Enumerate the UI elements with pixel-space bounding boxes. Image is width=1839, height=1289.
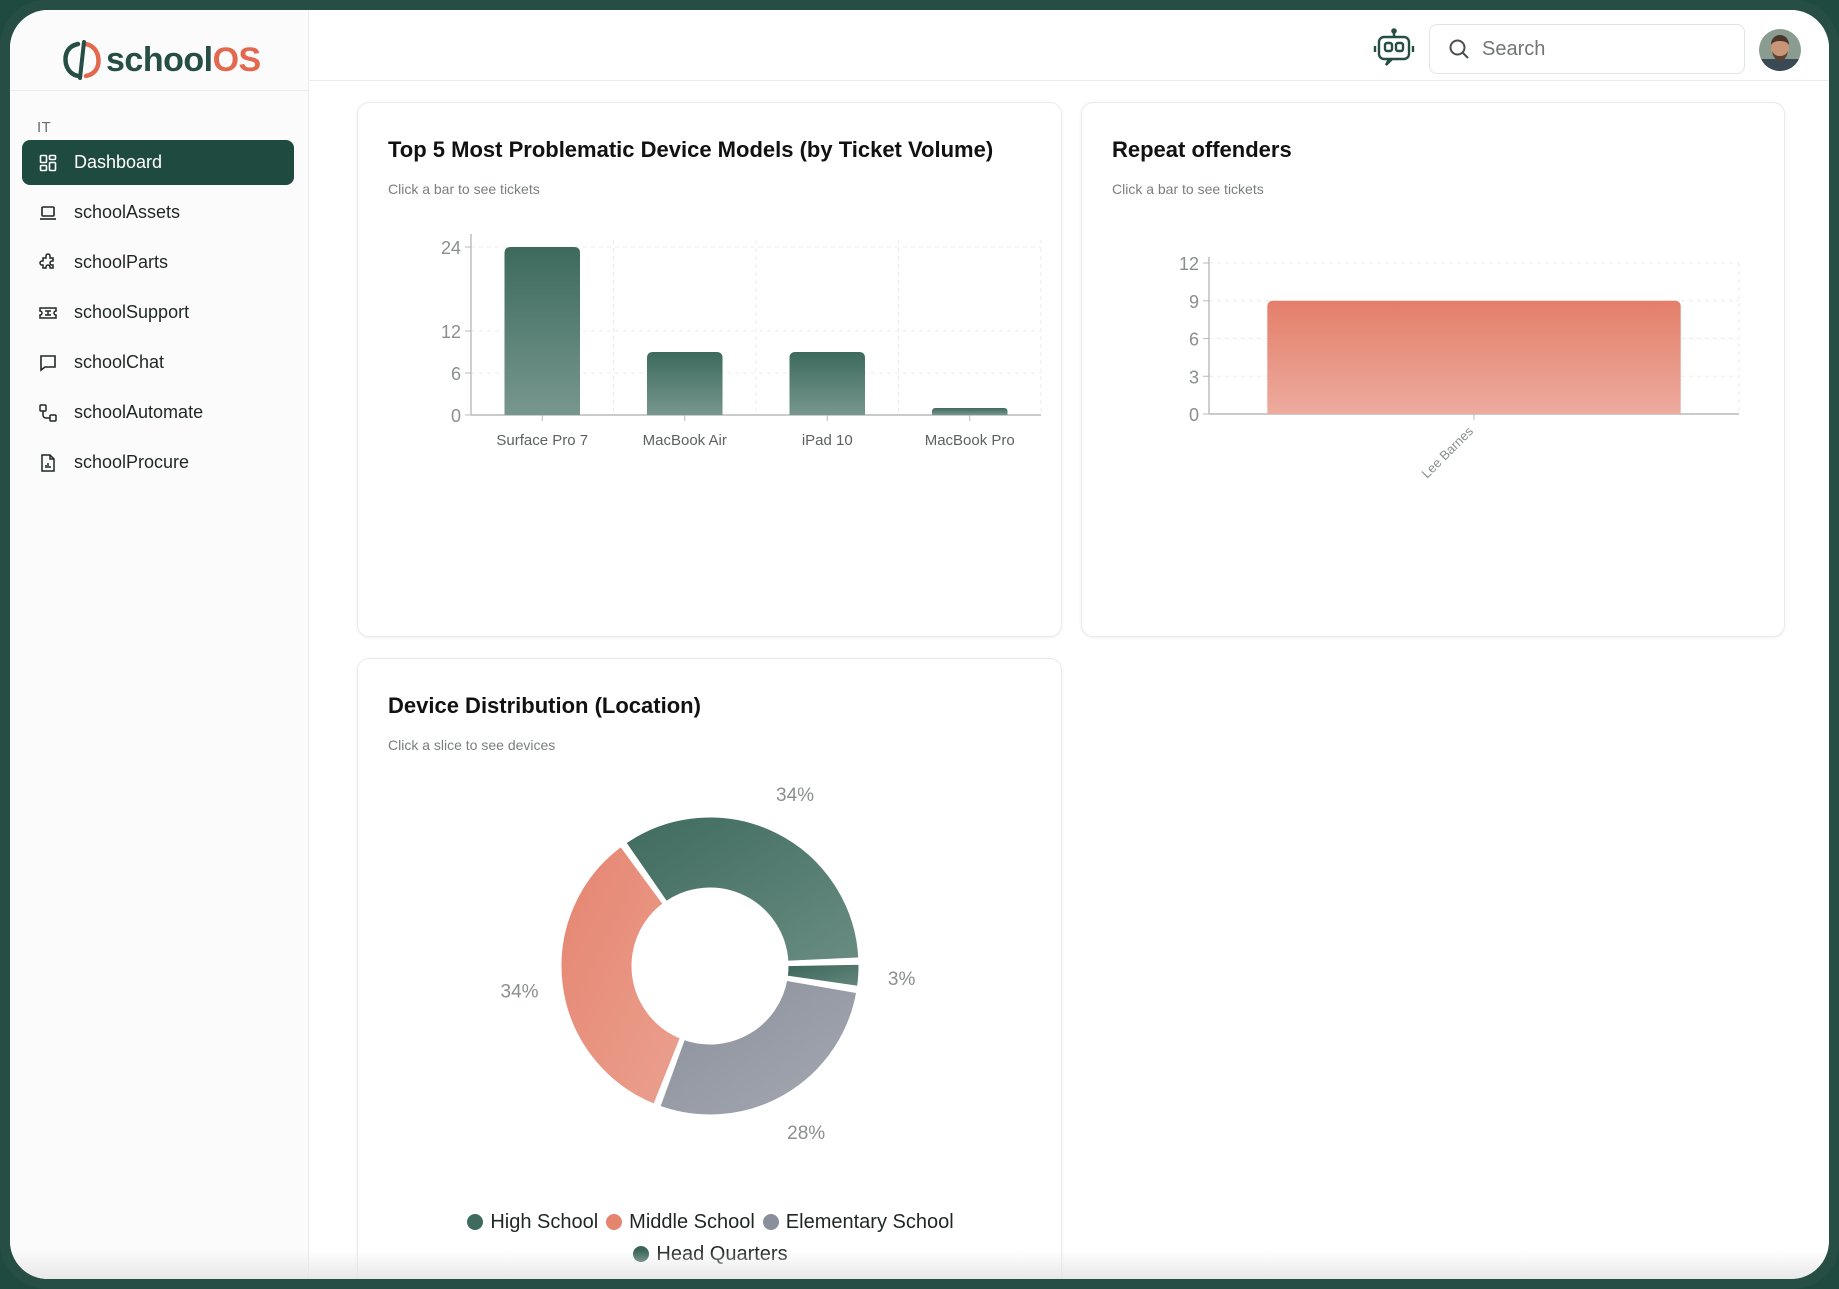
card-subtitle: Click a bar to see tickets [1112,181,1264,197]
y-tick-label: 24 [441,238,461,258]
dashboard-icon [38,153,58,173]
bottom-fade [10,1250,1829,1279]
slice-label: 3% [888,969,916,990]
x-tick-label: Lee Barnes [1418,423,1476,481]
avatar-image [1759,29,1801,71]
search-icon [1449,39,1469,59]
bar[interactable] [931,408,1008,415]
repeat-offenders-card: Repeat offenders Click a bar to see tick… [1081,102,1785,637]
sidebar-item-label: schoolChat [74,352,165,372]
bar[interactable] [1267,300,1681,414]
search-box[interactable] [1429,24,1745,74]
top-bar [309,10,1829,81]
sidebar-item-schoolautomate[interactable]: schoolAutomate [22,390,294,435]
y-tick-label: 0 [451,406,461,426]
sidebar-item-label: schoolAutomate [74,402,204,422]
legend-item[interactable]: High School [467,1207,598,1237]
report-file-icon [38,453,58,473]
pie-slice[interactable] [656,977,860,1118]
card-title: Device Distribution (Location) [388,693,701,718]
app-screen: schoolOS IT Dashboard schoolAssets schoo… [10,10,1829,1279]
legend-item[interactable]: Elementary School [762,1207,954,1237]
slice-label: 28% [787,1123,825,1144]
y-tick-label: 6 [451,364,461,384]
logo-icon [63,40,101,80]
card-subtitle: Click a bar to see tickets [388,181,540,197]
sidebar-item-schoolassets[interactable]: schoolAssets [22,190,294,235]
y-tick-label: 3 [1189,367,1199,387]
sidebar: schoolOS IT Dashboard schoolAssets schoo… [10,10,309,1279]
legend-label: High School [490,1211,599,1233]
x-tick-label: MacBook Pro [925,432,1015,449]
puzzle-icon [38,252,58,273]
nav-section-label: IT [37,119,52,136]
device-distribution-donut-chart: 34% 3% 28% 34% [501,785,916,1144]
laptop-icon [38,203,58,223]
y-tick-label: 6 [1189,330,1199,350]
sidebar-item-schoolsupport[interactable]: schoolSupport [22,290,294,335]
x-tick-label: MacBook Air [643,432,727,449]
chat-icon [38,353,58,373]
sidebar-item-label: schoolParts [74,252,169,272]
legend-dot [606,1214,623,1230]
sidebar-item-label: schoolProcure [74,452,190,472]
brand-name: schoolOS [106,40,261,79]
problematic-devices-card: Top 5 Most Problematic Device Models (by… [357,102,1062,637]
sidebar-nav: Dashboard schoolAssets schoolParts schoo… [22,140,294,490]
legend-dot [762,1214,779,1230]
card-subtitle: Click a slice to see devices [388,737,556,753]
legend-dot [467,1214,484,1230]
pie-slice[interactable] [558,843,684,1108]
problematic-devices-bar-chart: 0 6 12 24 Surface Pro 7 MacBook Air iPad 10 Mac… [441,234,1042,449]
sidebar-item-schoolprocure[interactable]: schoolProcure [22,440,294,485]
sidebar-item-label: schoolSupport [74,302,190,322]
ticket-icon [38,303,58,323]
card-title: Repeat offenders [1112,137,1292,162]
y-tick-label: 12 [441,322,461,342]
sidebar-item-schoolchat[interactable]: schoolChat [22,340,294,385]
sidebar-item-schoolparts[interactable]: schoolParts [22,240,294,285]
device-distribution-card: Device Distribution (Location) Click a s… [357,658,1062,1279]
search-input[interactable] [1482,37,1702,61]
sidebar-item-label: Dashboard [74,152,163,172]
user-avatar[interactable] [1759,29,1801,71]
sidebar-item-label: schoolAssets [74,202,181,222]
card-title: Top 5 Most Problematic Device Models (by… [388,137,994,162]
assistant-bot-icon[interactable] [1372,28,1416,68]
legend-item[interactable]: Middle School [606,1207,755,1237]
y-tick-label: 9 [1189,292,1199,312]
legend-label: Middle School [629,1211,755,1233]
divider [10,90,309,91]
y-tick-label: 0 [1189,405,1199,425]
brand-logo[interactable]: schoolOS [60,34,261,86]
bar[interactable] [789,352,866,415]
pie-slice[interactable] [622,814,862,964]
repeat-offenders-bar-chart: 0 3 6 9 12 Lee Barnes [1179,254,1740,481]
y-tick-label: 12 [1179,254,1199,274]
slice-label: 34% [776,785,814,806]
legend-label: Elementary School [785,1211,954,1233]
pie-slice[interactable] [784,961,862,989]
sidebar-item-dashboard[interactable]: Dashboard [22,140,294,185]
bar[interactable] [646,352,723,415]
workflow-icon [38,403,58,423]
bar[interactable] [504,247,581,415]
slice-label: 34% [501,982,539,1003]
x-tick-label: Surface Pro 7 [496,432,588,449]
x-tick-label: iPad 10 [802,432,853,449]
